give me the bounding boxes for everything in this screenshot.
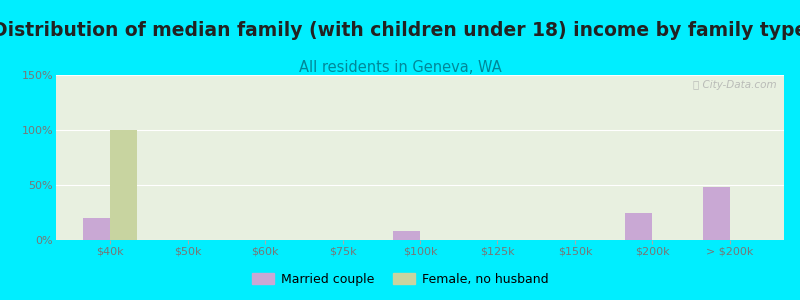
Bar [83, 218, 110, 240]
Text: Distribution of median family (with children under 18) income by family type: Distribution of median family (with chil… [0, 21, 800, 40]
Bar [110, 130, 138, 240]
Text: All residents in Geneva, WA: All residents in Geneva, WA [298, 60, 502, 75]
Bar [393, 231, 420, 240]
Bar [626, 212, 652, 240]
Text: ⓘ City-Data.com: ⓘ City-Data.com [693, 80, 777, 90]
Legend: Married couple, Female, no husband: Married couple, Female, no husband [247, 268, 553, 291]
Bar [702, 187, 730, 240]
